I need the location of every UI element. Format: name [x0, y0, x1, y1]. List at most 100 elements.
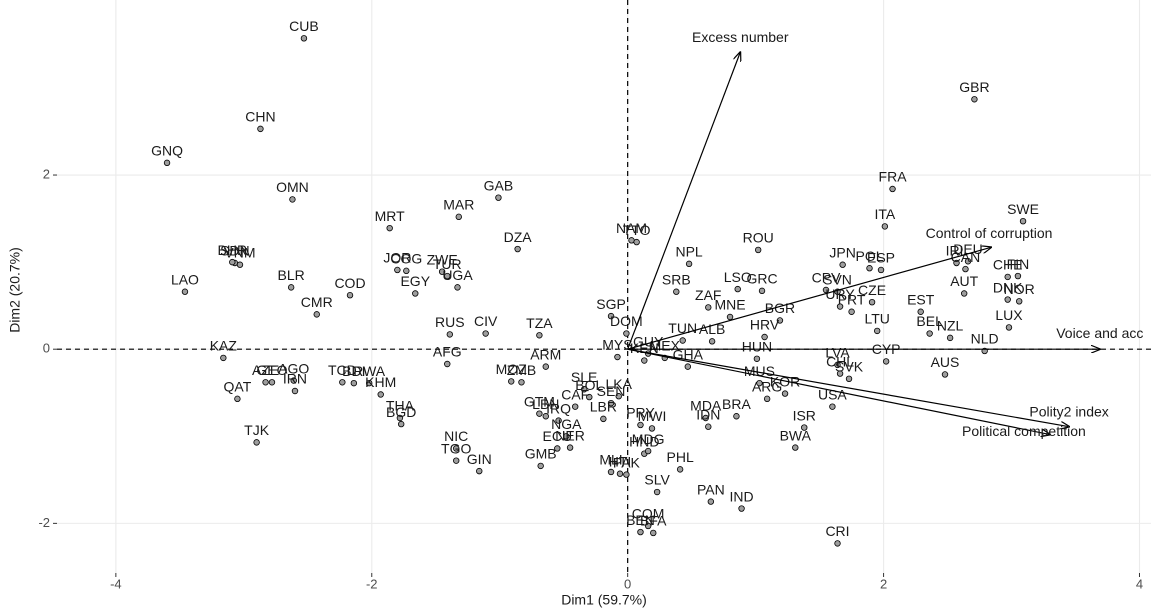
point-label: ECU [543, 428, 573, 444]
point-label: MAR [443, 197, 474, 213]
point [960, 290, 968, 297]
y-tick-label: 2 [43, 166, 50, 181]
point [882, 358, 890, 365]
point [637, 528, 644, 536]
point [377, 391, 384, 398]
point [623, 471, 630, 478]
point-label: ITA [874, 206, 895, 222]
point-label: CHE [993, 257, 1023, 273]
point-label: PAK [613, 454, 641, 470]
point-label: USA [818, 386, 847, 402]
point-label: SDN [220, 243, 250, 259]
point-label: THA [386, 398, 415, 414]
point-label: GBR [959, 79, 989, 95]
point [444, 272, 451, 280]
point-label: JPN [829, 244, 855, 260]
point-label: CPV [812, 270, 841, 286]
point [946, 334, 954, 342]
point [705, 423, 712, 430]
point-label: GEO [256, 362, 287, 378]
point-label: CMR [301, 294, 333, 310]
point [350, 379, 358, 387]
point-label: LSO [724, 269, 752, 285]
point [676, 466, 684, 473]
point-label: ZMB [507, 362, 537, 378]
point-label: DEU [953, 241, 983, 257]
point-label: BWA [780, 427, 812, 443]
point-label: COD [334, 275, 365, 291]
point [971, 96, 978, 103]
point [454, 284, 461, 291]
point [845, 375, 853, 383]
point [781, 390, 789, 397]
point-label: CHN [245, 109, 275, 125]
point-label: IRQ [546, 400, 571, 416]
point-label: CIV [474, 313, 498, 329]
point-label: ROU [743, 230, 774, 246]
point-label: ESP [867, 250, 895, 266]
point [889, 185, 896, 193]
point [650, 529, 657, 537]
point-label: TZA [526, 315, 553, 331]
point-label: COG [390, 251, 422, 267]
point [637, 421, 644, 429]
y-tick-label: -2 [38, 515, 50, 530]
point [396, 414, 404, 422]
point-label: SRB [662, 271, 691, 287]
point-label: GTM [524, 393, 555, 409]
point [563, 433, 570, 440]
point [866, 265, 873, 272]
point-label: NOR [1004, 281, 1035, 297]
point [600, 415, 607, 423]
point-label: GAB [484, 177, 514, 193]
point-label: COM [632, 506, 665, 522]
point-label: TUR [433, 256, 462, 272]
point-label: ALB [699, 321, 725, 337]
point [1004, 296, 1011, 303]
axes: -4 -2 0 2 4 -2 0 2 [38, 166, 1143, 591]
point-label: TCD [328, 362, 357, 378]
point-label: MRT [375, 208, 406, 224]
x-tick-label: 4 [1136, 576, 1143, 591]
point-label: SWE [1007, 201, 1039, 217]
point-label: MNE [714, 297, 745, 313]
point-label: IRN [283, 371, 307, 387]
point [873, 327, 881, 335]
point [453, 457, 460, 464]
point [836, 370, 844, 377]
point [836, 303, 844, 310]
point [953, 259, 960, 267]
point [262, 379, 269, 386]
point [229, 258, 236, 266]
point [707, 498, 715, 505]
point-label: KAZ [210, 338, 238, 354]
point-label: SGP [596, 296, 626, 312]
point [614, 353, 621, 361]
point [339, 379, 346, 386]
point-label: AUT [950, 273, 978, 289]
point-label: AGO [278, 360, 309, 376]
point [653, 488, 661, 496]
point [536, 410, 543, 417]
arrow-label: Voice and acc [1056, 325, 1143, 341]
point [1005, 324, 1013, 331]
point [753, 355, 761, 362]
point-label: RWA [353, 363, 386, 379]
x-tick-label: -4 [110, 576, 122, 591]
point-label: NAM [616, 220, 647, 236]
point [877, 266, 885, 274]
point-label: CZE [858, 282, 886, 298]
point [287, 284, 295, 291]
point-label: HTI [609, 453, 632, 469]
point [412, 290, 419, 297]
point [453, 445, 460, 452]
point [679, 337, 686, 344]
point [482, 330, 489, 337]
point-label: DZA [504, 229, 533, 245]
point [542, 363, 549, 370]
point [290, 377, 297, 384]
point-label: SLE [571, 369, 597, 385]
point-label: IND [729, 488, 753, 504]
point [542, 413, 549, 420]
point-label: SVK [835, 359, 864, 375]
